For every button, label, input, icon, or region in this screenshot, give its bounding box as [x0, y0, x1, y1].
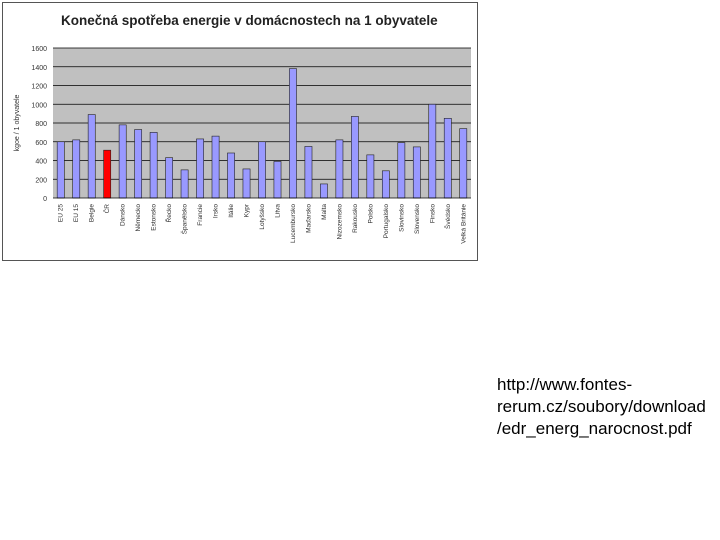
bar — [211, 135, 220, 199]
x-tick-label: EU 25 — [58, 204, 65, 222]
x-tick-label: Kypr — [244, 203, 251, 217]
y-tick-label: 0 — [43, 196, 47, 203]
bar — [304, 146, 313, 199]
y-axis-label: kgoe / 1 obyvatele — [14, 94, 21, 151]
y-tick-label: 200 — [35, 177, 47, 184]
bar — [397, 142, 406, 199]
x-tick-label: Litva — [274, 204, 281, 218]
source-link[interactable]: http://www.fontes-rerum.cz/soubory/downl… — [497, 375, 706, 438]
bar — [320, 183, 328, 199]
x-tick-label: Rakousko — [352, 204, 359, 233]
chart-title: Konečná spotřeba energie v domácnostech … — [61, 13, 438, 28]
x-tick-label: Maďarsko — [305, 204, 312, 233]
x-tick-label: ČR — [102, 204, 111, 214]
bar — [428, 103, 437, 199]
x-tick-label: Švédsko — [443, 204, 452, 229]
bar — [335, 139, 344, 199]
chart-frame: Konečná spotřeba energie v domácnostech … — [2, 2, 478, 261]
x-tick-label: Dánsko — [120, 204, 127, 226]
x-tick-label: Malta — [321, 204, 328, 220]
x-tick-label: Polsko — [367, 204, 374, 224]
y-tick-label: 800 — [35, 121, 47, 128]
x-tick-label: Finsko — [429, 204, 436, 224]
x-tick-label: Belgie — [89, 204, 96, 222]
bar — [412, 146, 421, 199]
bar — [273, 161, 282, 199]
x-tick-label: Německo — [135, 204, 142, 232]
bar-chart: 0 200 400 600 800 1000 1200 1400 1600 kgoe / 1 ob… — [14, 46, 471, 244]
bar — [258, 141, 266, 199]
x-tick-label: Slovensko — [414, 204, 421, 234]
x-tick-label: EU 15 — [73, 204, 80, 222]
x-tick-label: Francie — [197, 204, 204, 226]
x-tick-label: Itálie — [228, 204, 235, 218]
bar — [149, 132, 158, 199]
y-tick-label: 1200 — [31, 84, 47, 91]
x-tick-label: Estonsko — [151, 204, 158, 231]
x-tick-label: Portugalsko — [383, 204, 390, 239]
bar — [180, 169, 189, 199]
bar — [459, 128, 468, 199]
y-tick-label: 400 — [35, 159, 47, 166]
y-tick-label: 1600 — [31, 46, 47, 53]
bar — [381, 170, 390, 199]
x-tick-label: Nizozemsko — [336, 204, 343, 240]
bar — [196, 138, 204, 199]
y-tick-label: 1000 — [31, 102, 47, 109]
y-tick-label: 1400 — [31, 65, 47, 72]
x-tick-label: Lucembursko — [290, 204, 297, 243]
bar — [165, 157, 173, 199]
bar — [56, 141, 65, 199]
x-tick-label: Slovinsko — [398, 204, 405, 232]
x-tick-label: Lotyšsko — [259, 204, 266, 230]
bar — [103, 149, 112, 199]
bar — [366, 154, 375, 199]
bar — [443, 118, 452, 199]
bar — [351, 116, 359, 199]
bar — [134, 129, 143, 199]
bar — [242, 168, 251, 199]
bar — [72, 139, 81, 199]
bar — [118, 124, 127, 199]
x-tick-label: Řecko — [164, 204, 173, 223]
x-tick-label: Velká Británie — [460, 204, 467, 244]
bar — [289, 68, 297, 199]
x-tick-label: Irsko — [213, 204, 220, 218]
x-tick-label: Španělsko — [180, 204, 189, 235]
bar — [227, 152, 235, 199]
y-tick-label: 600 — [35, 140, 47, 147]
bar — [87, 114, 96, 199]
